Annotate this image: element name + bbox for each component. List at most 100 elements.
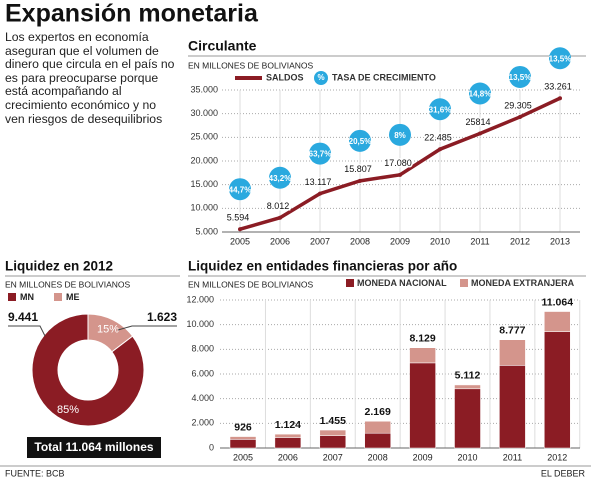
bar-segment: [274, 433, 302, 438]
growth-bubble: [309, 142, 331, 165]
y-tick-label: 10.000: [186, 319, 214, 329]
bar-segment: [544, 311, 571, 332]
y-tick-label: 15.000: [190, 179, 218, 189]
x-tick-label: 2011: [503, 452, 522, 462]
x-tick-label: 2009: [413, 452, 433, 462]
point: [318, 191, 322, 196]
total-label: 1.124: [275, 419, 301, 431]
y-tick-label: 6.000: [191, 368, 214, 378]
legend-label: SALDOS: [266, 72, 304, 82]
total-label: 5.112: [455, 370, 481, 382]
chart-subtitle: EN MILLONES DE BOLIVIANOS: [188, 279, 314, 289]
chart-subtitle: EN MILLONES DE BOLIVIANOS: [188, 60, 314, 70]
x-tick-label: 2007: [323, 452, 343, 462]
percent-label: 85%: [57, 404, 79, 416]
y-tick-label: 12.000: [186, 294, 214, 304]
total-label: 11.064: [542, 296, 574, 308]
legend-label: MONEDA EXTRANJERA: [471, 278, 575, 288]
bar-segment: [499, 365, 526, 449]
legend-swatch: [460, 279, 468, 287]
leader-line: [8, 325, 46, 337]
legend-symbol: %: [317, 73, 324, 82]
chart-subtitle: EN MILLONES DE BOLIVIANOS: [5, 279, 131, 289]
bar-segment: [229, 436, 257, 440]
y-tick-label: 5.000: [195, 226, 218, 236]
point: [558, 96, 562, 101]
legend-label: ME: [66, 292, 80, 302]
bar-segment: [229, 439, 257, 449]
value-label: 1.623: [147, 310, 177, 324]
bar-segment: [274, 437, 302, 449]
bar-segment: [499, 339, 526, 366]
growth-bubble: [269, 166, 291, 189]
point: [278, 215, 282, 220]
x-tick-label: 2012: [510, 236, 530, 246]
value-label: 5.594: [227, 213, 250, 223]
y-tick-label: 25.000: [190, 132, 218, 142]
value-label: 8.012: [267, 201, 290, 211]
bar-segment: [319, 429, 347, 436]
bar-segment: [454, 384, 481, 390]
value-label: 25814: [465, 117, 490, 127]
value-label: 9.441: [8, 310, 38, 324]
growth-label: 13,5%: [549, 54, 572, 63]
total-label: 1.455: [320, 415, 346, 427]
growth-label: 44,7%: [229, 185, 252, 194]
growth-bubble: [349, 129, 371, 152]
growth-label: 63,7%: [309, 150, 332, 159]
legend-swatch: [346, 279, 354, 287]
x-tick-label: 2008: [368, 452, 388, 462]
total-label: 8.777: [499, 325, 525, 337]
total-label: 8.129: [409, 333, 435, 345]
x-tick-label: 2011: [470, 236, 489, 246]
x-tick-label: 2006: [278, 452, 298, 462]
total-label: 926: [234, 421, 252, 433]
growth-bubble: [429, 98, 451, 121]
legend-label: MONEDA NACIONAL: [357, 278, 447, 288]
chart-title: Liquidez en 2012: [5, 259, 113, 274]
total-label: 2.169: [365, 406, 391, 418]
x-tick-label: 2010: [430, 236, 450, 246]
point: [518, 114, 522, 119]
chart-title: Liquidez en entidades financieras por añ…: [188, 259, 457, 274]
point: [478, 131, 482, 136]
total-label: Total 11.064 millones: [34, 440, 153, 454]
y-tick-label: 0: [209, 442, 214, 452]
point: [438, 147, 442, 152]
bar-segment: [364, 432, 391, 449]
x-tick-label: 2005: [233, 452, 253, 462]
value-label: 33.261: [544, 82, 572, 92]
growth-bubble: [509, 65, 531, 88]
growth-label: 31,6%: [429, 105, 452, 114]
y-tick-label: 35.000: [190, 84, 218, 94]
bar-segment: [409, 347, 436, 364]
legend-swatch: [314, 71, 328, 85]
y-tick-label: 30.000: [190, 108, 218, 118]
page-title: Expansión monetaria: [5, 0, 259, 28]
point: [398, 172, 402, 177]
value-label: 22.485: [424, 133, 452, 143]
value-label: 13.117: [305, 177, 332, 187]
total-box: [27, 437, 161, 458]
x-tick-label: 2009: [390, 236, 410, 246]
bar-segment: [409, 362, 436, 449]
legend-label: MN: [20, 292, 34, 302]
y-tick-label: 20.000: [190, 155, 218, 165]
growth-bubble: [549, 47, 571, 70]
x-tick-label: 2013: [550, 236, 570, 246]
bar-segment: [544, 331, 571, 449]
growth-label: 43,2%: [269, 174, 292, 183]
intro-text: Los expertos en economía aseguran que el…: [5, 30, 175, 126]
percent-label: 15%: [97, 324, 119, 336]
bar-segment: [319, 435, 347, 449]
growth-label: 8%: [394, 131, 406, 140]
point: [238, 227, 242, 232]
donut-slice: [31, 313, 145, 427]
bar-segment: [364, 420, 391, 434]
growth-bubble: [469, 82, 491, 105]
legend-swatch: [54, 293, 62, 301]
leader-line: [117, 325, 177, 331]
